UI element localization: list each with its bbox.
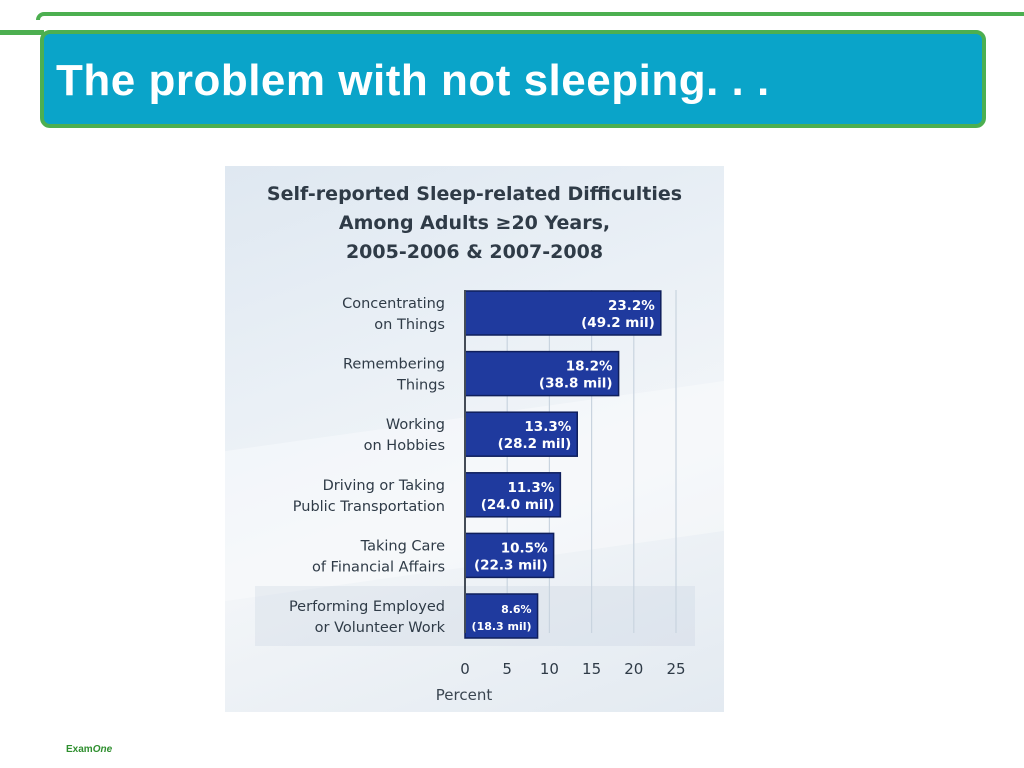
slide-title: The problem with not sleeping. . .	[56, 56, 770, 105]
bar-count-label-4: (22.3 mil)	[474, 557, 548, 573]
bar-0	[464, 290, 662, 336]
x-tick-label-20: 20	[624, 660, 643, 678]
x-axis-label: Percent	[436, 686, 493, 704]
bar-value-label-3: 11.3%	[508, 480, 555, 496]
category-label-2-1: on Hobbies	[364, 438, 445, 454]
category-label-5-0: Performing Employed	[289, 599, 445, 615]
top-accent-line	[0, 30, 44, 35]
bar-3	[464, 472, 562, 518]
bar-count-label-3: (24.0 mil)	[481, 497, 555, 513]
bar-count-label-5: (18.3 mil)	[472, 620, 532, 633]
chart-title-line-1: Self-reported Sleep-related Difficulties	[266, 183, 683, 205]
category-label-0-0: Concentrating	[342, 296, 445, 312]
chart-title: Self-reported Sleep-related Difficulties…	[225, 180, 724, 267]
title-banner: The problem with not sleeping. . .	[40, 30, 986, 128]
chart-title-line-3: 2005-2006 & 2007-2008	[345, 241, 604, 263]
bar-value-label-1: 18.2%	[566, 359, 613, 375]
bar-value-label-0: 23.2%	[608, 298, 655, 314]
bar-1	[464, 350, 620, 397]
x-tick-label-10: 10	[540, 660, 559, 678]
category-label-4-0: Taking Care	[360, 538, 445, 554]
bar-value-label-2: 13.3%	[524, 419, 571, 435]
category-label-0-1: on Things	[374, 317, 445, 333]
bar-count-label-0: (49.2 mil)	[581, 315, 655, 331]
bar-chart: 23.2%(49.2 mil) Concentrating on Things 18.…	[289, 290, 686, 704]
bar-count-label-1: (38.8 mil)	[539, 376, 613, 392]
x-tick-label-0: 0	[460, 660, 470, 678]
bar-value-label-4: 10.5%	[501, 540, 548, 556]
category-label-5-1: or Volunteer Work	[315, 620, 446, 636]
bar-value-label-5: 8.6%	[501, 603, 532, 616]
x-tick-label-25: 25	[666, 660, 685, 678]
category-label-1-1: Things	[396, 378, 445, 394]
category-label-3-1: Public Transportation	[293, 499, 445, 515]
x-tick-label-5: 5	[502, 660, 512, 678]
bar-count-label-2: (28.2 mil)	[498, 436, 572, 452]
category-label-3-0: Driving or Taking	[323, 478, 445, 494]
title-frame-line	[36, 12, 1024, 20]
category-label-2-0: Working	[386, 417, 445, 433]
category-label-1-0: Remembering	[343, 357, 445, 373]
chart-panel: Self-reported Sleep-related Difficulties…	[225, 166, 724, 712]
x-tick-label-15: 15	[582, 660, 601, 678]
chart-title-line-2: Among Adults ≥20 Years,	[338, 212, 611, 234]
examone-logo: ExamOne	[66, 744, 113, 755]
category-label-4-1: of Financial Affairs	[312, 559, 445, 575]
